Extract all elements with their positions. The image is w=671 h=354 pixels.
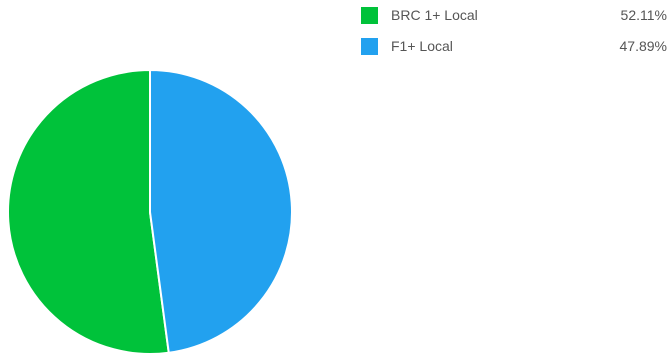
legend-swatch-brc-local [361, 7, 378, 24]
legend-item-brc-local[interactable]: BRC 1+ Local 52.11% [361, 7, 667, 24]
legend-swatch-f1-local [361, 38, 378, 55]
legend-value-f1-local: 47.89% [619, 38, 667, 54]
legend-item-f1-local[interactable]: F1+ Local 47.89% [361, 38, 667, 55]
chart-legend: BRC 1+ Local 52.11% F1+ Local 47.89% [361, 7, 667, 69]
legend-label-f1-local: F1+ Local [391, 38, 453, 54]
pie-slice-brc-1-local[interactable] [7, 68, 170, 354]
legend-value-brc-local: 52.11% [620, 7, 667, 23]
pie-slice-f1-local[interactable] [149, 68, 294, 354]
legend-label-brc-local: BRC 1+ Local [391, 7, 478, 23]
pie-slices [7, 68, 294, 354]
